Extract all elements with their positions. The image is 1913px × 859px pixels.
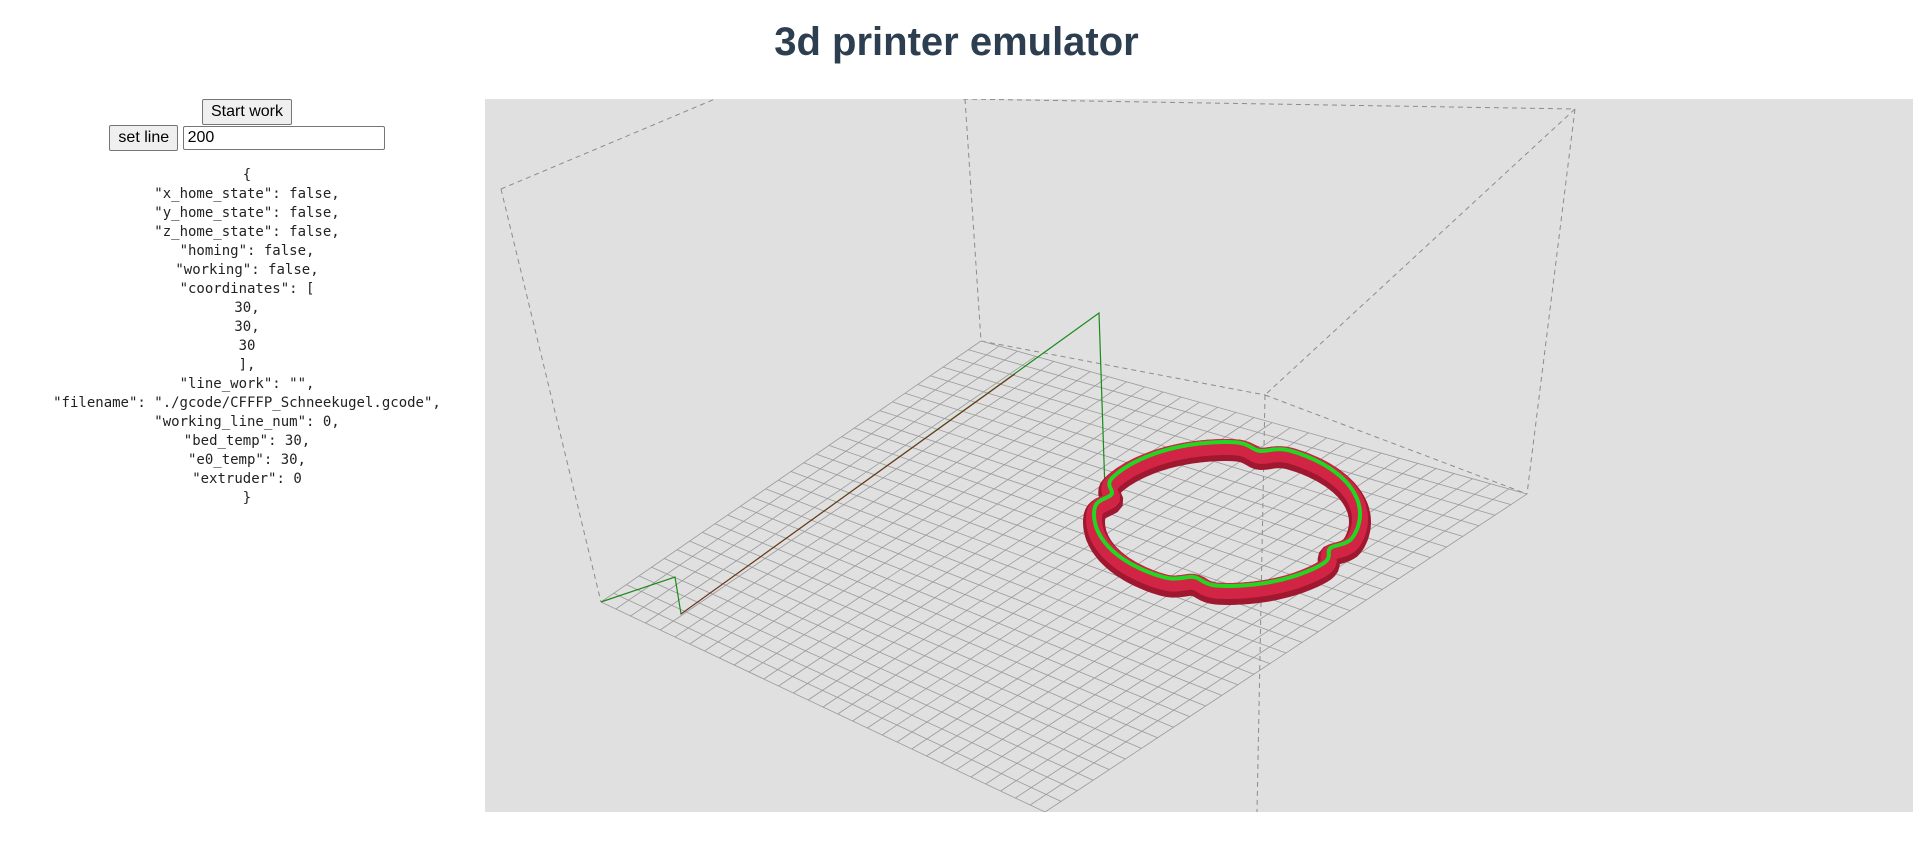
state-line: "extruder": 0: [192, 471, 302, 487]
print-bed-grid: [600, 340, 1528, 812]
grid-line: [1000, 478, 1473, 792]
state-line: ],: [238, 357, 256, 373]
grid-line: [822, 417, 1255, 708]
line-number-input[interactable]: [182, 125, 385, 150]
3d-viewport[interactable]: [485, 99, 1913, 812]
grid-line: [615, 345, 1000, 610]
grid-line: [881, 437, 1328, 736]
grid-line: [645, 355, 1036, 624]
grid-line: [719, 381, 1127, 659]
grid-line: [1029, 488, 1510, 806]
state-line: "y_home_state": false,: [154, 205, 340, 221]
grid-line: [985, 473, 1455, 785]
grid-line: [793, 406, 1218, 694]
grid-line: [704, 376, 1109, 652]
state-line: }: [242, 490, 252, 506]
grid-line: [659, 361, 1055, 631]
grid-line: [837, 422, 1273, 715]
grid-line: [733, 386, 1146, 666]
state-line: 30,: [234, 300, 260, 316]
grid-line: [911, 447, 1364, 750]
grid-line: [763, 396, 1182, 680]
printer-state-json: { "x_home_state": false, "y_home_state": f…: [0, 166, 494, 508]
set-line-button[interactable]: set line: [109, 125, 179, 151]
state-line: "working_line_num": 0,: [154, 414, 340, 430]
state-line: "coordinates": [: [179, 281, 315, 297]
scene-canvas: [500, 99, 1576, 812]
printed-ring-model: [1082, 439, 1372, 605]
state-line: {: [242, 167, 252, 183]
start-work-button[interactable]: Start work: [201, 99, 292, 125]
state-line: 30: [238, 338, 256, 354]
grid-line: [1015, 483, 1491, 799]
grid-line: [674, 366, 1073, 638]
state-line: 30,: [234, 319, 260, 335]
travel-path: [600, 311, 1106, 616]
state-line: "x_home_state": false,: [154, 186, 340, 202]
state-line: "homing": false,: [179, 243, 315, 259]
state-line: "bed_temp": 30,: [183, 433, 311, 449]
grid-line: [689, 371, 1091, 645]
grid-line: [955, 463, 1419, 771]
page-title: 3d printer emulator: [774, 20, 1139, 64]
state-line: "filename": "./gcode/CFFFP_Schneekugel.g…: [53, 395, 441, 411]
state-line: "e0_temp": 30,: [187, 452, 306, 468]
state-line: "line_work": "",: [179, 376, 315, 392]
grid-line: [600, 340, 982, 603]
grid-line: [896, 442, 1346, 743]
grid-line: [778, 401, 1200, 687]
build-volume-box: [500, 99, 1576, 812]
grid-line: [748, 391, 1164, 673]
state-line: "z_home_state": false,: [154, 224, 340, 240]
controls-panel: Start work set line: [0, 99, 494, 151]
grid-line: [852, 427, 1291, 722]
grid-line: [926, 452, 1382, 757]
grid-line: [630, 350, 1018, 617]
grid-line: [867, 432, 1309, 729]
state-line: "working": false,: [175, 262, 319, 278]
grid-line: [1044, 493, 1528, 812]
grid-line: [941, 457, 1400, 764]
